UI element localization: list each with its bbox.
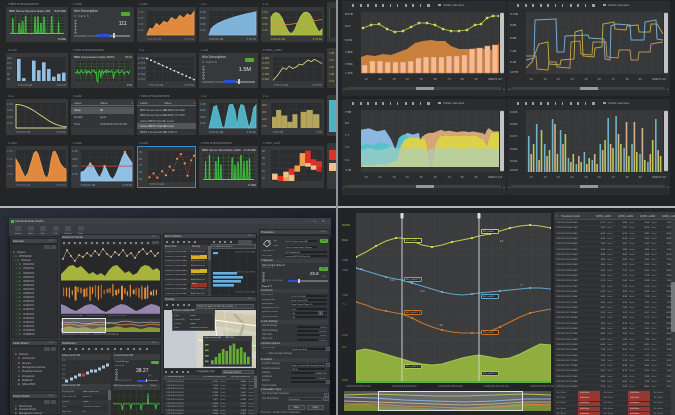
svg-text:2/26/2013 5:04:38 AM: 2/26/2013 5:04:38 AM [235, 251, 256, 254]
svg-text:2/26/2013 5:04:38 AM: 2/26/2013 5:04:38 AM [235, 271, 256, 274]
svg-text:2/26/2013 5:04:08 AM: 2/26/2013 5:04:08 AM [235, 291, 256, 294]
